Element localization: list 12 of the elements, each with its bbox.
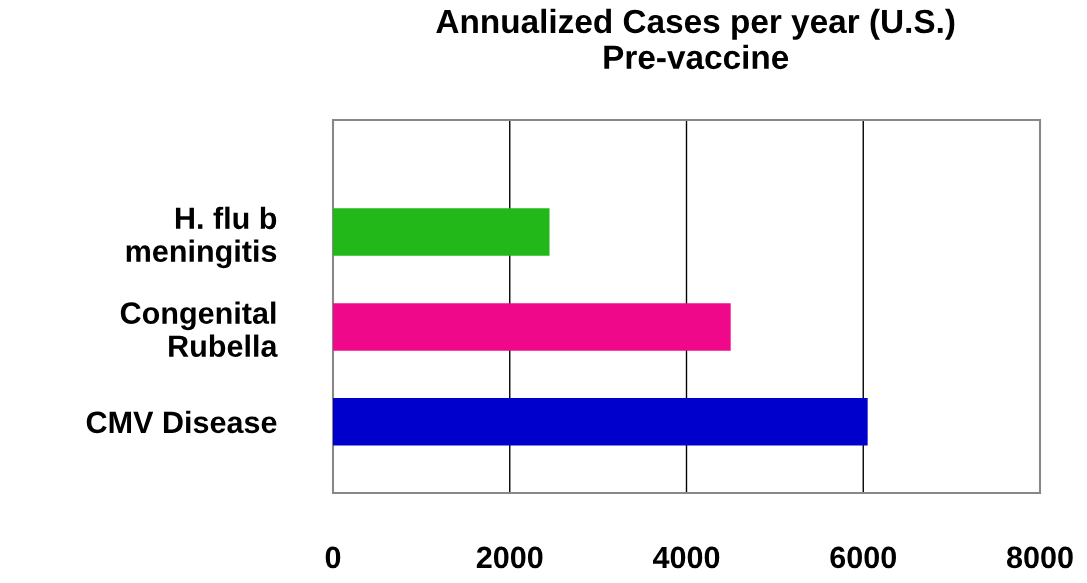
y-tick-label: Congenital Rubella: [120, 301, 278, 358]
bar: [333, 208, 550, 256]
bar: [333, 398, 868, 446]
x-tick-label: 6000: [830, 546, 896, 569]
bar: [333, 303, 731, 351]
y-tick-label: CMV Disease: [86, 410, 277, 434]
chart-title: Annualized Cases per year (U.S.) Pre-vaccine: [436, 8, 955, 70]
y-tick-label: H. flu b meningitis: [126, 206, 277, 269]
x-tick-label: 0: [325, 546, 341, 569]
x-tick-label: 2000: [476, 546, 543, 569]
x-tick-label: 8000: [1006, 546, 1073, 569]
x-tick-label: 4000: [652, 546, 720, 569]
